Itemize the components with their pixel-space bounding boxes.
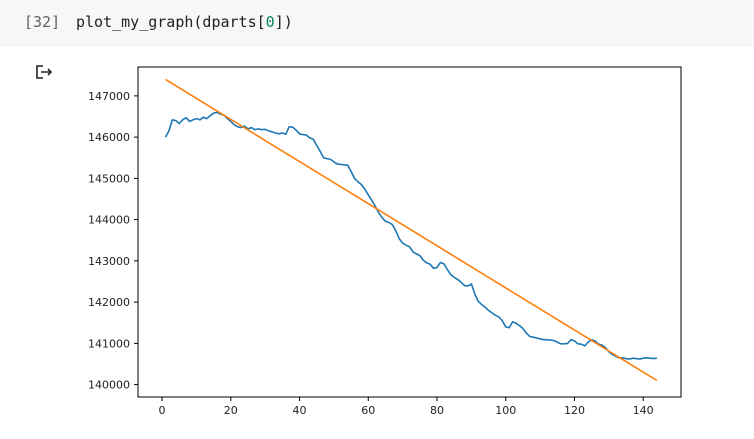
x-axis: 0 20 40 60 80 100 120 140 (159, 397, 654, 417)
x-tick-label: 60 (361, 404, 375, 417)
data-series-line (164, 111, 657, 360)
x-tick-label: 100 (495, 404, 516, 417)
y-tick-label: 143000 (88, 255, 130, 268)
y-tick-label: 145000 (88, 172, 130, 185)
y-tick-label: 146000 (88, 131, 130, 144)
code-line[interactable]: plot_my_graph(dparts[0]) (76, 13, 293, 31)
x-tick-label: 0 (159, 404, 166, 417)
code-cell-input[interactable]: [32] plot_my_graph(dparts[0]) (0, 0, 754, 47)
y-tick-label: 147000 (88, 90, 130, 103)
series-group (164, 78, 658, 382)
x-tick-label: 120 (564, 404, 585, 417)
x-tick-label: 80 (430, 404, 444, 417)
x-tick-label: 40 (293, 404, 307, 417)
code-number-literal: 0 (265, 13, 275, 31)
code-text-suffix: ]) (274, 13, 293, 31)
x-tick-label: 140 (633, 404, 654, 417)
x-tick-label: 20 (224, 404, 238, 417)
y-tick-label: 144000 (88, 214, 130, 227)
code-text-prefix: plot_my_graph(dparts[ (76, 13, 266, 31)
execution-count: [32] (24, 13, 61, 31)
y-tick-label: 140000 (88, 379, 130, 392)
trend-line (165, 78, 658, 382)
y-axis: 140000 141000 142000 143000 144000 145000 1460… (88, 90, 138, 392)
plot-area-frame (137, 66, 682, 398)
y-tick-label: 141000 (88, 337, 130, 350)
y-tick-label: 142000 (88, 296, 130, 309)
output-arrow-icon[interactable] (35, 63, 55, 81)
